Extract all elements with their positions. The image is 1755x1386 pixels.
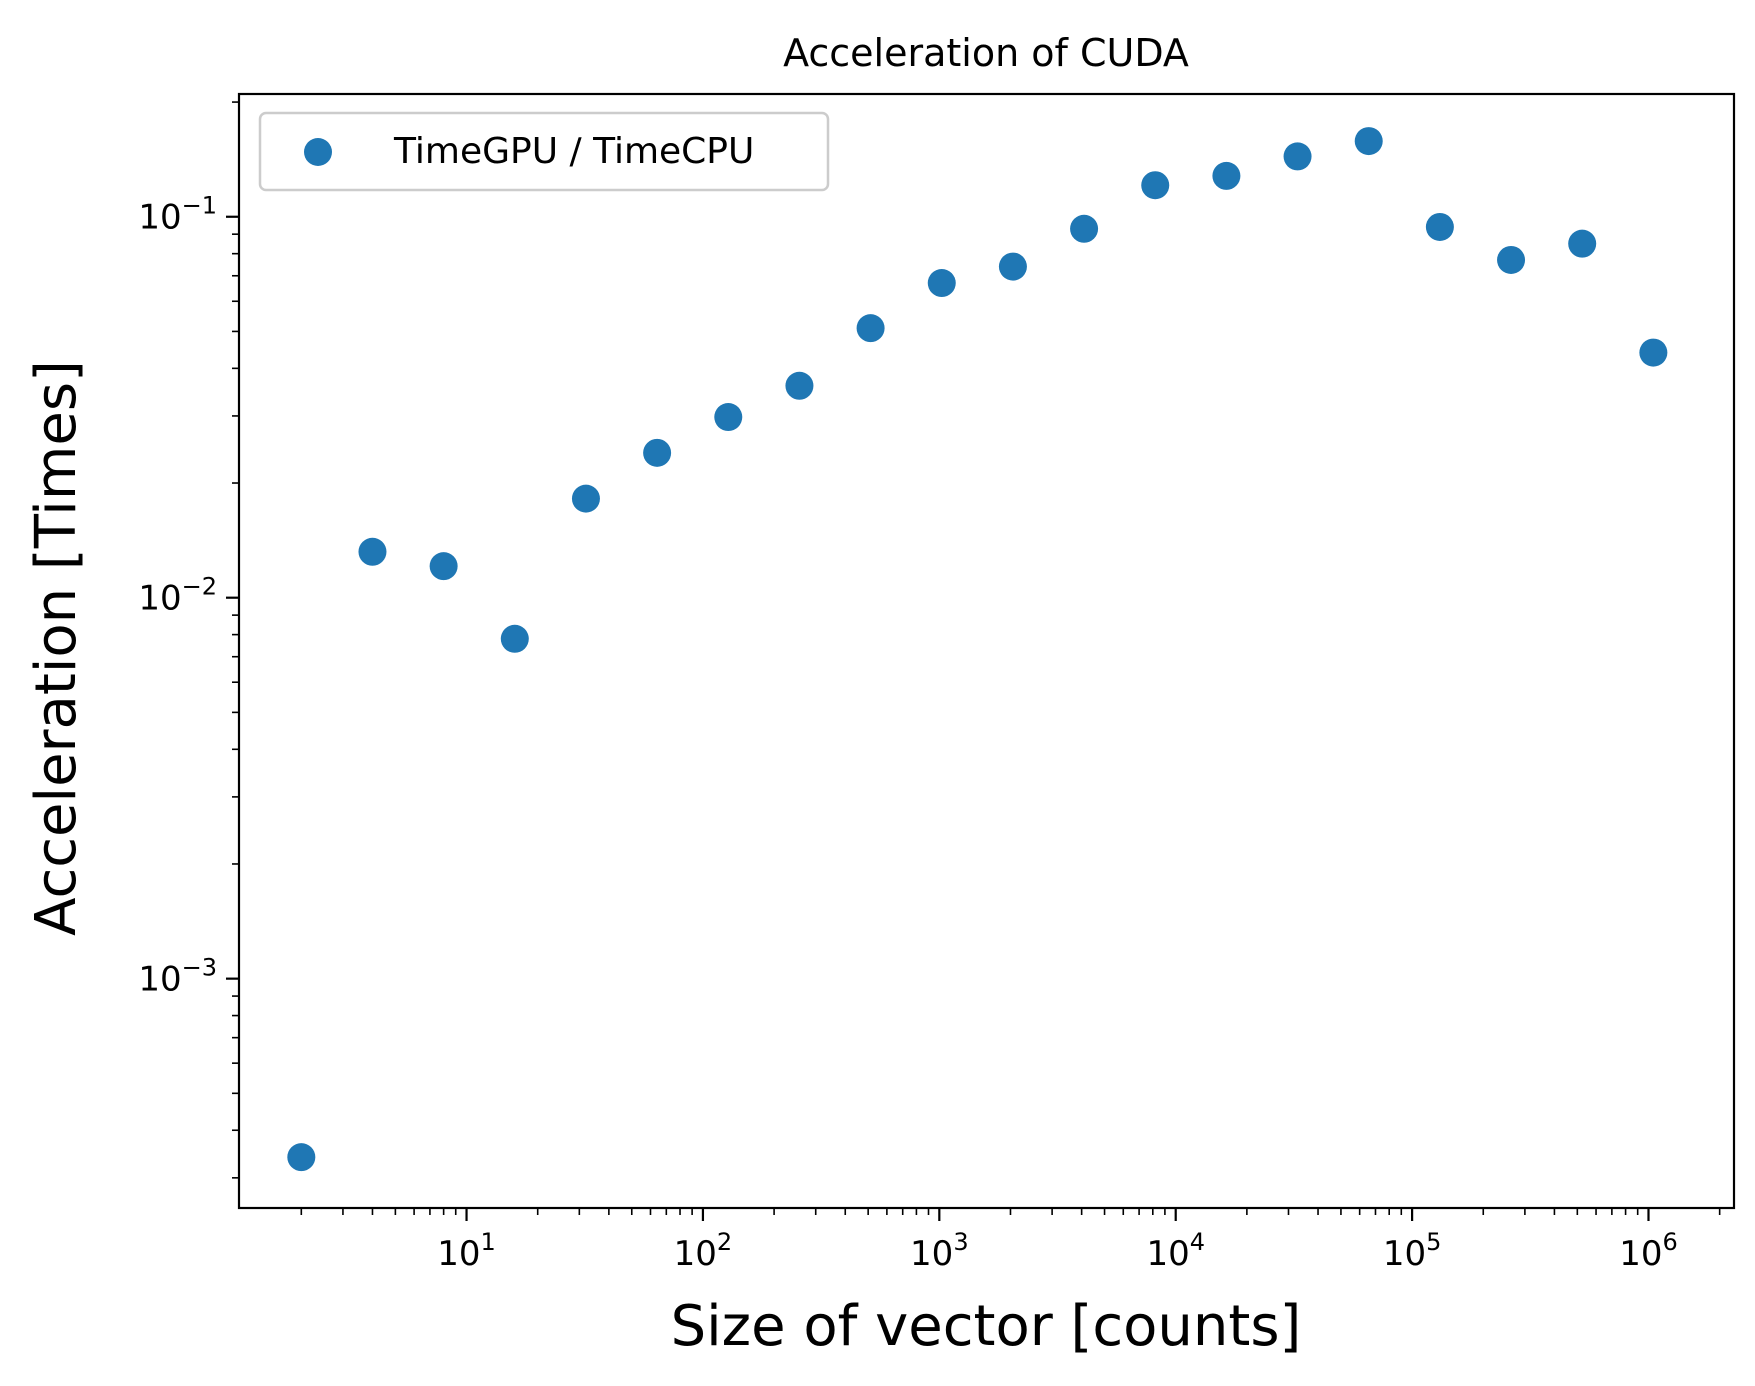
data-point <box>429 552 458 581</box>
y-tick-label: 10−3 <box>138 954 217 1000</box>
legend: TimeGPU / TimeCPU <box>258 111 830 192</box>
data-point <box>1070 214 1099 243</box>
y-axis-ticks: 10−3 10−2 10−1 <box>138 192 239 1000</box>
data-point <box>1425 212 1454 241</box>
data-point <box>643 438 672 467</box>
x-tick-label: 104 <box>1146 1228 1205 1274</box>
data-point <box>998 252 1027 281</box>
data-point <box>358 537 387 566</box>
x-tick-label: 102 <box>674 1228 733 1274</box>
data-point <box>1283 142 1312 171</box>
plot-frame <box>237 92 1736 1210</box>
data-point <box>927 269 956 298</box>
data-point <box>1639 338 1668 367</box>
x-tick-label: 105 <box>1383 1228 1442 1274</box>
data-point <box>1497 245 1526 274</box>
data-point <box>1354 127 1383 156</box>
data-point <box>287 1143 316 1172</box>
data-point <box>785 371 814 400</box>
x-tick-label: 101 <box>437 1228 496 1274</box>
y-axis-label: Acceleration [Times] <box>24 360 89 936</box>
x-axis-label: Size of vector [counts] <box>671 1294 1302 1359</box>
legend-marker <box>304 138 332 166</box>
x-axis-ticks: 101 102 103 104 105 106 <box>437 1208 1678 1274</box>
data-point <box>1141 171 1170 200</box>
x-tick-label: 103 <box>910 1228 969 1274</box>
legend-box <box>258 111 830 192</box>
data-point <box>1568 229 1597 258</box>
data-point <box>571 484 600 513</box>
axes-border <box>237 92 1736 1210</box>
x-tick-label: 106 <box>1619 1228 1678 1274</box>
y-tick-label: 10−2 <box>138 573 217 619</box>
data-point <box>856 314 885 343</box>
data-point <box>1212 161 1241 190</box>
minor-ticks <box>232 101 1721 1215</box>
chart-title: Acceleration of CUDA <box>783 31 1189 75</box>
data-point <box>500 624 529 653</box>
data-points <box>287 127 1668 1172</box>
y-tick-label: 10−1 <box>138 192 217 238</box>
legend-label: TimeGPU / TimeCPU <box>393 131 754 172</box>
data-point <box>714 403 743 432</box>
